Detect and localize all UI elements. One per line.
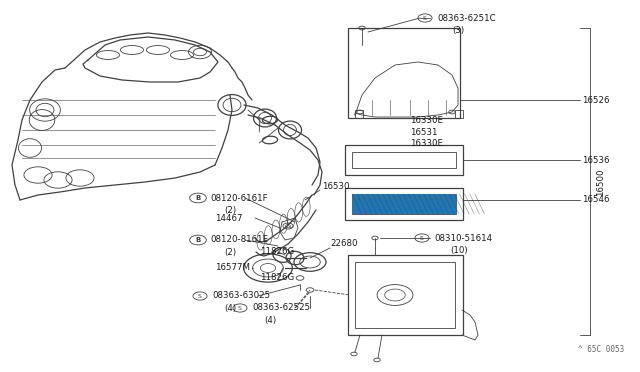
Bar	[352, 194, 456, 214]
Text: 22680: 22680	[330, 240, 358, 248]
Bar	[348, 28, 460, 118]
Text: 08310-51614: 08310-51614	[434, 234, 492, 243]
Text: B: B	[195, 237, 200, 243]
Text: 16577M: 16577M	[215, 263, 250, 273]
Bar	[352, 152, 456, 168]
Text: 16536: 16536	[582, 155, 609, 164]
Text: 08363-6251C: 08363-6251C	[437, 13, 495, 22]
Text: 08120-8161E: 08120-8161E	[210, 235, 268, 244]
Text: 16330E: 16330E	[410, 115, 443, 125]
Text: S: S	[420, 235, 424, 241]
Text: 16500: 16500	[596, 168, 605, 196]
Text: 16546: 16546	[582, 196, 609, 205]
Bar	[352, 194, 456, 214]
Bar	[345, 188, 463, 220]
Text: 16531: 16531	[410, 128, 438, 137]
Text: 16330E: 16330E	[410, 138, 443, 148]
Text: 16526: 16526	[582, 96, 609, 105]
Bar	[348, 255, 463, 335]
Bar	[355, 110, 363, 118]
Text: (4): (4)	[224, 304, 236, 312]
Text: 08363-63025: 08363-63025	[212, 292, 270, 301]
Text: 11826G: 11826G	[260, 247, 294, 257]
Text: 08120-6161F: 08120-6161F	[210, 193, 268, 202]
Text: (10): (10)	[450, 246, 468, 254]
Text: (3): (3)	[452, 26, 464, 35]
Text: (2): (2)	[224, 205, 236, 215]
Text: 08363-62525: 08363-62525	[252, 304, 310, 312]
Text: B: B	[195, 195, 200, 201]
Text: ^ 65C 0053: ^ 65C 0053	[578, 345, 624, 354]
Text: (4): (4)	[264, 315, 276, 324]
Text: (2): (2)	[224, 247, 236, 257]
Text: 14467: 14467	[215, 214, 243, 222]
Text: S: S	[198, 294, 202, 298]
Text: S: S	[423, 16, 427, 20]
Text: 16530: 16530	[322, 182, 349, 190]
Bar	[455, 110, 463, 118]
Bar	[355, 262, 455, 328]
Text: 11826G: 11826G	[260, 273, 294, 282]
Text: S: S	[238, 305, 242, 311]
Bar	[345, 145, 463, 175]
